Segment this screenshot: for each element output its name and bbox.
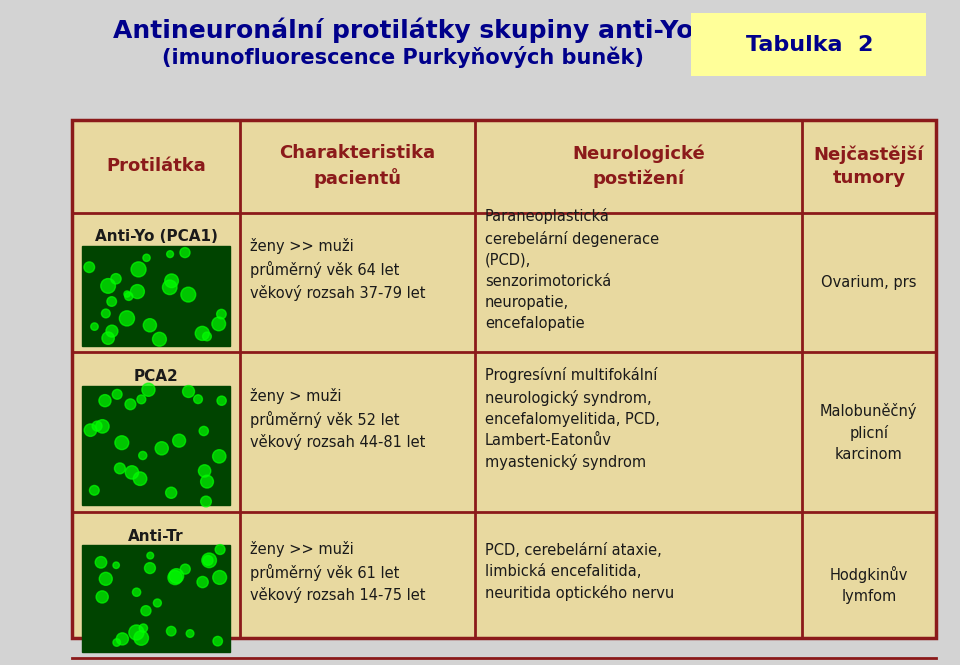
Point [114, 438, 130, 448]
Point [98, 573, 113, 584]
Text: Malobuněčný
plicní
karcinom: Malobuněčný plicní karcinom [820, 402, 918, 462]
Point [162, 282, 178, 293]
Point [162, 249, 178, 259]
Point [190, 394, 205, 404]
FancyBboxPatch shape [82, 246, 230, 346]
Point [105, 326, 120, 336]
Point [172, 436, 187, 446]
Point [83, 425, 98, 436]
Point [212, 572, 228, 583]
Text: Tabulka  2: Tabulka 2 [746, 35, 873, 55]
Point [180, 386, 196, 397]
Text: ženy >> muži
průměrný věk 61 let
věkový rozsah 14-75 let: ženy >> muži průměrný věk 61 let věkový … [250, 541, 425, 603]
Point [214, 396, 229, 406]
Point [129, 627, 144, 638]
Point [199, 496, 214, 507]
Point [129, 587, 144, 598]
Text: (imunofluorescence Purkyňových buněk): (imunofluorescence Purkyňových buněk) [162, 45, 644, 68]
Point [139, 253, 155, 263]
Point [112, 463, 128, 473]
Point [101, 281, 116, 291]
Point [133, 632, 149, 643]
Text: Nejčastější
tumory: Nejčastější tumory [814, 145, 924, 188]
Point [150, 598, 165, 608]
Point [195, 328, 210, 338]
FancyBboxPatch shape [691, 13, 926, 76]
Point [101, 332, 116, 343]
Text: Anti-Yo (PCA1): Anti-Yo (PCA1) [95, 229, 217, 245]
Point [135, 450, 151, 461]
Point [210, 636, 226, 646]
Point [178, 564, 193, 575]
Point [114, 634, 130, 644]
Point [98, 308, 113, 319]
Point [182, 628, 198, 639]
Point [167, 572, 182, 583]
Point [94, 592, 109, 602]
Point [130, 286, 145, 297]
Text: Antineuronální protilátky skupiny anti-Yo: Antineuronální protilátky skupiny anti-Y… [113, 17, 693, 43]
Point [89, 421, 105, 432]
Text: Hodgkinův
lymfom: Hodgkinův lymfom [829, 566, 908, 604]
Point [133, 394, 149, 405]
Point [131, 264, 146, 275]
Text: Protilátka: Protilátka [107, 157, 205, 176]
Point [214, 309, 229, 319]
Point [119, 289, 134, 299]
Point [97, 395, 112, 406]
Point [138, 605, 154, 616]
Point [86, 321, 102, 332]
Point [180, 289, 196, 300]
Point [142, 563, 157, 573]
FancyBboxPatch shape [82, 386, 230, 505]
Point [142, 320, 157, 331]
Point [200, 331, 215, 342]
Point [163, 626, 179, 636]
Text: ženy >> muži
průměrný věk 64 let
věkový rozsah 37-79 let: ženy >> muži průměrný věk 64 let věkový … [250, 238, 425, 301]
Point [196, 426, 211, 436]
Point [195, 577, 210, 587]
Point [211, 451, 227, 462]
Point [200, 476, 215, 487]
Text: Progresívní multifokální
neurologický syndrom,
encefalomyelitida, PCD,
Lambert-E: Progresívní multifokální neurologický sy… [485, 368, 660, 470]
Point [202, 555, 217, 566]
Point [86, 485, 102, 495]
Point [109, 389, 125, 400]
Point [132, 473, 148, 484]
Text: PCD, cerebelární ataxie,
limbická encefalitida,
neuritida optického nervu: PCD, cerebelární ataxie, limbická encefa… [485, 543, 674, 601]
FancyBboxPatch shape [82, 545, 230, 652]
Text: ženy > muži
průměrný věk 52 let
věkový rozsah 44-81 let: ženy > muži průměrný věk 52 let věkový r… [250, 388, 425, 450]
Text: Paraneoplastická
cerebelární degenerace
(PCD),
senzorimotorická
neuropatie,
ence: Paraneoplastická cerebelární degenerace … [485, 208, 659, 331]
Point [108, 560, 124, 571]
Point [154, 443, 169, 454]
Text: Anti-Tr: Anti-Tr [129, 529, 183, 544]
Point [211, 319, 227, 329]
Point [95, 421, 110, 432]
Text: Ovarium, prs: Ovarium, prs [821, 275, 917, 290]
Point [163, 487, 179, 498]
Point [143, 550, 158, 561]
Point [152, 334, 167, 344]
Point [123, 399, 138, 410]
Point [82, 262, 97, 273]
Point [164, 275, 180, 286]
FancyBboxPatch shape [72, 120, 936, 638]
Point [197, 465, 212, 476]
Point [135, 623, 151, 634]
Point [121, 291, 136, 302]
Point [169, 571, 184, 581]
Text: Neurologické
postižení: Neurologické postižení [572, 145, 705, 188]
Point [124, 467, 139, 477]
Point [212, 544, 228, 555]
Point [201, 555, 216, 566]
Text: Charakteristika
pacientů: Charakteristika pacientů [279, 144, 436, 188]
Point [108, 273, 124, 284]
Point [141, 384, 156, 395]
Point [109, 637, 125, 648]
Point [93, 557, 108, 568]
Text: PCA2: PCA2 [133, 369, 179, 384]
Point [178, 247, 193, 258]
Point [104, 296, 119, 307]
Point [119, 313, 134, 324]
